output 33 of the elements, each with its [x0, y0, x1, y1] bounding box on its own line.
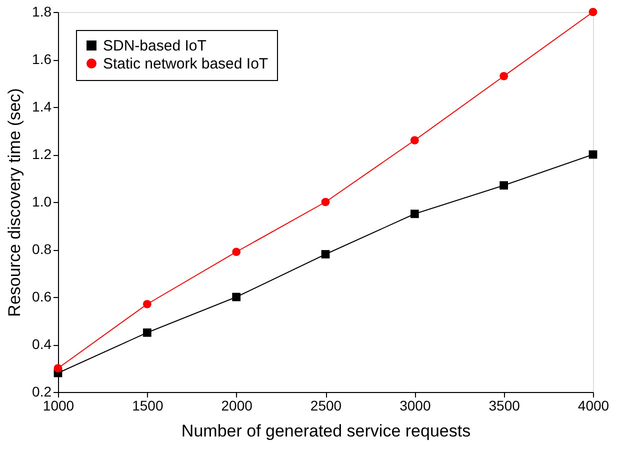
x-tick-label: 1500 — [132, 398, 164, 414]
legend-label: Static network based IoT — [103, 56, 268, 72]
x-tick-label: 4000 — [578, 398, 610, 414]
y-tick-label: 1.2 — [32, 146, 52, 162]
x-tick-label: 1000 — [42, 398, 74, 414]
point — [410, 210, 419, 218]
point — [321, 198, 330, 206]
y-axis-title: Resource discovery time (sec) — [5, 88, 24, 317]
point — [232, 248, 241, 256]
y-tick-label: 1.0 — [32, 194, 52, 210]
point — [500, 72, 508, 80]
point — [232, 292, 241, 302]
x-tick-label: 3500 — [488, 398, 520, 414]
point — [321, 250, 330, 258]
x-tick-label: 2000 — [221, 398, 253, 414]
point — [54, 364, 62, 372]
point — [588, 8, 598, 16]
point — [500, 181, 508, 190]
point — [588, 150, 598, 159]
y-tick-label: 1.6 — [32, 51, 52, 67]
x-tick-label: 3000 — [400, 398, 431, 414]
x-tick-label: 2500 — [310, 398, 342, 414]
legend-label: SDN-based IoT — [103, 38, 206, 54]
point — [410, 136, 419, 144]
y-tick-label: 1.8 — [32, 4, 52, 20]
y-tick-label: 0.4 — [32, 336, 52, 352]
y-tick-label: 1.4 — [32, 98, 52, 114]
point — [142, 328, 152, 337]
y-tick-label: 0.8 — [32, 241, 52, 257]
y-tick-label: 0.2 — [32, 384, 52, 400]
x-axis-title: Number of generated service requests — [181, 422, 471, 440]
y-tick-label: 0.6 — [32, 288, 52, 304]
point — [142, 300, 152, 308]
